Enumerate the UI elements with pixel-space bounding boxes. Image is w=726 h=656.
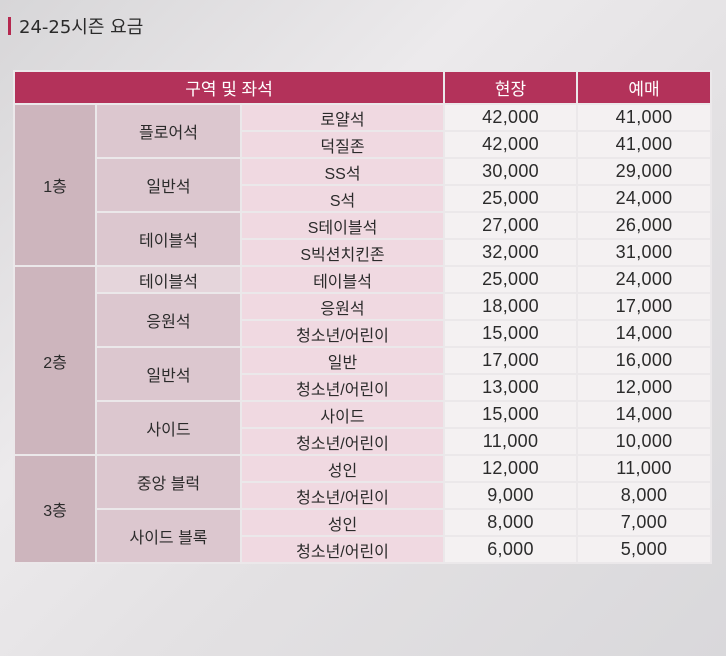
seat-type: 성인 xyxy=(239,454,446,483)
onsite-price: 13,000 xyxy=(443,373,579,402)
table-row: 덕질존 42,000 41,000 xyxy=(14,130,713,159)
table-row: 일반석 SS석 30,000 29,000 xyxy=(14,157,713,213)
zone-label: 응원석 xyxy=(95,292,242,348)
onsite-price: 25,000 xyxy=(443,265,579,294)
advance-price: 5,000 xyxy=(576,535,713,564)
table-row: S빅션치킨존 32,000 31,000 xyxy=(14,238,713,267)
advance-price: 41,000 xyxy=(576,103,713,132)
onsite-price: 8,000 xyxy=(443,508,579,537)
seat-type: S빅션치킨존 xyxy=(239,238,446,267)
advance-price: 12,000 xyxy=(576,373,713,402)
advance-price: 10,000 xyxy=(576,427,713,456)
zone-label: 일반석 xyxy=(95,157,242,213)
zone-label: 플로어석 xyxy=(95,103,242,159)
advance-price: 14,000 xyxy=(576,400,713,429)
table-row: 테이블석 S테이블석 27,000 26,000 xyxy=(14,211,713,267)
seat-type: 로얄석 xyxy=(239,103,446,132)
seat-type: 청소년/어린이 xyxy=(239,481,446,510)
table-row: 3층 중앙 블럭 성인 12,000 11,000 xyxy=(13,454,713,564)
table-row: 응원석 응원석 18,000 17,000 xyxy=(14,292,713,348)
seat-type: SS석 xyxy=(239,157,446,186)
zone-label: 사이드 블록 xyxy=(95,508,242,564)
table-row: 사이드 사이드 15,000 14,000 xyxy=(14,400,713,456)
page-title-text: 24-25시즌 요금 xyxy=(19,17,144,38)
floor-label: 2층 xyxy=(13,265,97,456)
seat-type: 청소년/어린이 xyxy=(239,373,446,402)
table-row: 청소년/어린이 15,000 14,000 xyxy=(14,319,713,348)
table-row: 1층 플로어석 로얄석 42,000 41,000 xyxy=(13,103,713,267)
table-row: 사이드 블록 성인 8,000 7,000 xyxy=(14,508,713,564)
seat-type: 일반 xyxy=(239,346,446,375)
header-zone-seat: 구역 및 좌석 xyxy=(12,70,446,105)
header-onsite: 현장 xyxy=(443,70,579,105)
table-row: 청소년/어린이 6,000 5,000 xyxy=(14,535,713,564)
advance-price: 14,000 xyxy=(576,319,713,348)
page-title: 24-25시즌 요금 xyxy=(8,14,143,38)
table-row: 청소년/어린이 13,000 12,000 xyxy=(14,373,713,402)
advance-price: 41,000 xyxy=(576,130,713,159)
advance-price: 16,000 xyxy=(576,346,713,375)
onsite-price: 25,000 xyxy=(443,184,579,213)
onsite-price: 32,000 xyxy=(443,238,579,267)
onsite-price: 11,000 xyxy=(443,427,579,456)
price-table: 구역 및 좌석 현장 예매 1층 플로어석 로얄석 42,000 41,000 덕질존 42… xyxy=(12,70,713,564)
table-header-row: 구역 및 좌석 현장 예매 xyxy=(12,70,713,105)
floor-label: 3층 xyxy=(13,454,97,564)
advance-price: 8,000 xyxy=(576,481,713,510)
seat-type: 테이블석 xyxy=(239,265,446,294)
seat-type: 성인 xyxy=(239,508,446,537)
header-advance: 예매 xyxy=(576,70,713,105)
title-accent-bar xyxy=(8,17,11,35)
seat-type: 응원석 xyxy=(239,292,446,321)
table-row: 청소년/어린이 11,000 10,000 xyxy=(14,427,713,456)
table-body: 1층 플로어석 로얄석 42,000 41,000 덕질존 42,000 41,000 일반석 S… xyxy=(13,103,713,564)
advance-price: 31,000 xyxy=(576,238,713,267)
seat-type: 청소년/어린이 xyxy=(239,535,446,564)
advance-price: 24,000 xyxy=(576,265,713,294)
advance-price: 11,000 xyxy=(576,454,713,483)
onsite-price: 17,000 xyxy=(443,346,579,375)
advance-price: 29,000 xyxy=(576,157,713,186)
onsite-price: 6,000 xyxy=(443,535,579,564)
onsite-price: 9,000 xyxy=(443,481,579,510)
table-row: 2층 테이블석 테이블석 25,000 24,000 xyxy=(13,265,713,456)
advance-price: 24,000 xyxy=(576,184,713,213)
table-row: 청소년/어린이 9,000 8,000 xyxy=(14,481,713,510)
seat-type: S테이블석 xyxy=(239,211,446,240)
zone-label: 사이드 xyxy=(95,400,242,456)
seat-type: 덕질존 xyxy=(239,130,446,159)
onsite-price: 27,000 xyxy=(443,211,579,240)
zone-label: 테이블석 xyxy=(95,211,242,267)
floor-label: 1층 xyxy=(13,103,97,267)
seat-type: 청소년/어린이 xyxy=(239,319,446,348)
advance-price: 17,000 xyxy=(576,292,713,321)
onsite-price: 15,000 xyxy=(443,400,579,429)
advance-price: 26,000 xyxy=(576,211,713,240)
onsite-price: 42,000 xyxy=(443,130,579,159)
table-row: S석 25,000 24,000 xyxy=(14,184,713,213)
seat-type: 청소년/어린이 xyxy=(239,427,446,456)
advance-price: 7,000 xyxy=(576,508,713,537)
onsite-price: 18,000 xyxy=(443,292,579,321)
onsite-price: 12,000 xyxy=(443,454,579,483)
zone-label: 일반석 xyxy=(95,346,242,402)
onsite-price: 15,000 xyxy=(443,319,579,348)
seat-type: 사이드 xyxy=(239,400,446,429)
onsite-price: 42,000 xyxy=(443,103,579,132)
seat-type: S석 xyxy=(239,184,446,213)
table-row: 일반석 일반 17,000 16,000 xyxy=(14,346,713,402)
onsite-price: 30,000 xyxy=(443,157,579,186)
zone-label: 중앙 블럭 xyxy=(95,454,242,510)
zone-label: 테이블석 xyxy=(95,265,242,294)
